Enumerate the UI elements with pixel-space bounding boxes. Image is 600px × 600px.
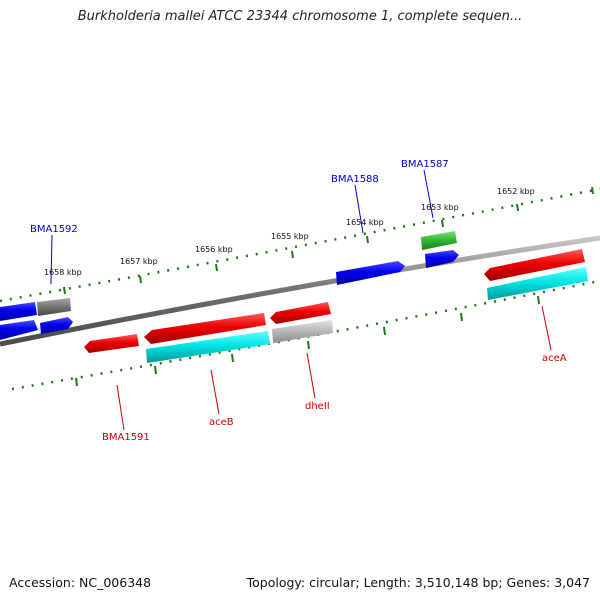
gene-arrow-bma1588[interactable] (336, 261, 405, 285)
accession-label: Accession: NC_006348 (9, 575, 152, 590)
gene-label-bma1587[interactable]: BMA1587 (401, 159, 449, 170)
gene-arrow-acea[interactable] (484, 249, 585, 281)
gene-arrow-bma1587[interactable] (425, 250, 459, 268)
scale-label-1652: 1652 kbp (497, 187, 535, 196)
gene-label-aceb[interactable]: aceB (209, 417, 234, 428)
other-feature-gray[interactable] (37, 298, 71, 316)
scale-label-1658: 1658 kbp (44, 268, 82, 277)
gene-arrow-dheii[interactable] (270, 302, 331, 324)
pseudo-feature-dheii[interactable] (272, 320, 333, 343)
rna-feature[interactable] (421, 231, 457, 250)
cds-acea[interactable] (487, 267, 588, 300)
gene-arrow-aceb[interactable] (144, 313, 266, 344)
gene-label-bma1591[interactable]: BMA1591 (102, 432, 150, 443)
label-connectors-minus (116, 305, 552, 431)
gene-arrow-partial-left-upper[interactable] (0, 302, 37, 321)
gene-label-acea[interactable]: aceA (542, 353, 567, 364)
scale-label-1653: 1653 kbp (421, 203, 459, 212)
gene-label-dheii[interactable]: dheII (305, 401, 330, 412)
map-title: Burkholderia mallei ATCC 23344 chromosom… (77, 9, 523, 24)
gene-label-bma1588[interactable]: BMA1588 (331, 174, 379, 185)
gene-arrow-bma1591[interactable] (84, 334, 139, 353)
scale-ticks-upper (63, 186, 594, 295)
label-connectors-plus (50, 169, 434, 285)
scale-label-1656: 1656 kbp (195, 245, 233, 254)
scale-label-1654: 1654 kbp (346, 218, 384, 227)
scale-ticks-lower (75, 295, 540, 387)
gene-label-bma1592[interactable]: BMA1592 (30, 224, 78, 235)
gene-arrow-partial-left[interactable] (0, 320, 38, 340)
chromosome-backbone (0, 235, 600, 347)
cds-aceb[interactable] (146, 331, 270, 363)
topology-label: Topology: circular; Length: 3,510,148 bp… (246, 575, 590, 590)
scale-label-1655: 1655 kbp (271, 232, 309, 241)
gene-arrow-bma1592[interactable] (40, 317, 73, 334)
scale-label-1657: 1657 kbp (120, 257, 158, 266)
